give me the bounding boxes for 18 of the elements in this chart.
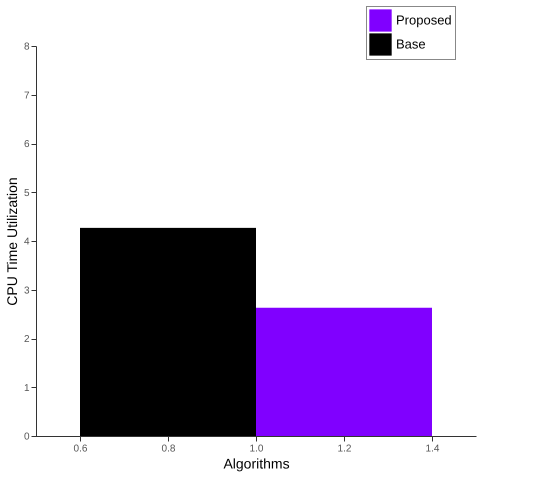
y-tick-label: 8 [24, 42, 30, 52]
x-tick-label: 0.8 [162, 444, 176, 454]
x-tick-label: 1.2 [338, 444, 352, 454]
y-tick-label: 3 [24, 285, 30, 296]
x-tick-label: 0.6 [74, 444, 88, 454]
legend-label: Base [396, 36, 426, 52]
y-tick-label: 1 [24, 382, 30, 394]
y-tick-label: 5 [24, 188, 30, 199]
x-tick-label: 1.0 [250, 444, 264, 454]
y-tick-label: 0 [24, 432, 30, 442]
y-tick-label: 6 [24, 139, 30, 150]
x-axis-title: Algorithms [223, 456, 290, 472]
y-tick-label: 7 [24, 90, 30, 102]
x-tick-label: 1.4 [426, 444, 440, 454]
y-tick-label: 4 [24, 236, 30, 248]
y-tick-label: 2 [24, 334, 30, 345]
y-axis-title: CPU Time Utilization [4, 177, 20, 306]
legend-label: Proposed [396, 12, 452, 28]
